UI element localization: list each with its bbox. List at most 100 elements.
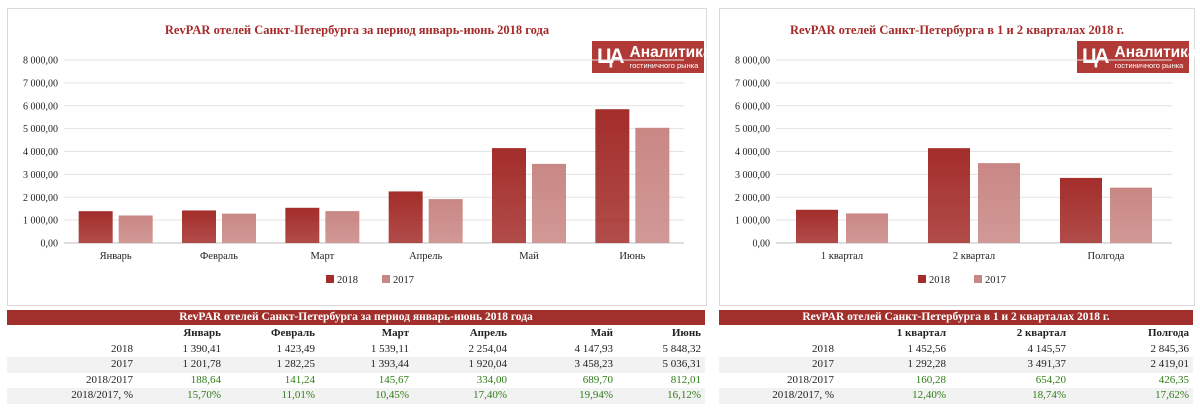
quarterly-revpar-table: 1 квартал 2 квартал Полгода 2018 1 452,56 4 1… <box>719 326 1193 404</box>
table-cell: 2 845,36 <box>1150 342 1190 355</box>
column-header: Январь <box>183 327 221 339</box>
x-tick-label: Июнь <box>619 251 645 262</box>
table-cell: 426,35 <box>1158 373 1189 386</box>
legend-label-2018: 2018 <box>337 275 358 286</box>
y-tick-label: 3 000,00 <box>735 170 770 181</box>
table-cell: 1 423,49 <box>276 342 316 355</box>
table-cell: 689,70 <box>582 373 613 386</box>
chart-title: RevPAR отелей Санкт-Петербурга в 1 и 2 к… <box>789 23 1125 37</box>
chart-title: RevPAR отелей Санкт-Петербурга за период… <box>164 23 550 37</box>
column-header: 2 квартал <box>1016 327 1066 339</box>
x-tick-label: Май <box>519 251 539 262</box>
bar-2018-2 <box>285 207 320 243</box>
table-cell: 15,70% <box>137 388 225 404</box>
table-header-row: Январь Февраль Март Апрель Май Июнь <box>7 326 705 342</box>
table-cell: 654,20 <box>1035 373 1066 386</box>
legend-swatch-2018 <box>326 275 334 283</box>
bar-2018-2 <box>1060 177 1102 243</box>
table-row: 2018/2017 160,28 654,20 426,35 <box>719 373 1193 389</box>
monthly-revpar-table: Январь Февраль Март Апрель Май Июнь 2018 1 390,… <box>7 326 705 404</box>
y-tick-label: 4 000,00 <box>23 147 58 158</box>
x-tick-label: Апрель <box>409 251 442 262</box>
table-cell: 145,67 <box>378 373 409 386</box>
table-cell: 1 390,41 <box>182 342 222 355</box>
table-cell: 11,01% <box>225 388 319 404</box>
table-cell: 1 282,25 <box>225 357 319 373</box>
y-tick-label: 2 000,00 <box>23 193 58 204</box>
bar-2018-1 <box>182 210 216 243</box>
logo-subtitle: гостиничного рынка <box>1114 60 1184 70</box>
legend-label-2018: 2018 <box>929 275 950 286</box>
table-cell: 812,01 <box>670 373 701 386</box>
column-header: 1 квартал <box>896 327 946 339</box>
header-corner <box>7 326 137 342</box>
table-cell: 141,24 <box>284 373 315 386</box>
legend-swatch-2017 <box>382 275 390 283</box>
x-tick-label: Март <box>310 251 334 262</box>
row-label: 2018 <box>111 342 133 355</box>
y-tick-label: 2 000,00 <box>735 193 770 204</box>
column-header: Июнь <box>671 327 701 339</box>
table-cell: 334,00 <box>476 373 507 386</box>
column-header: Март <box>381 327 409 339</box>
bar-2017-3 <box>428 199 463 243</box>
logo-name: Аналитика <box>629 44 712 61</box>
table-cell: 1 393,44 <box>319 357 413 373</box>
bar-2017-5 <box>635 127 670 243</box>
y-tick-label: 0,00 <box>41 239 59 250</box>
row-label: 2017 <box>7 357 137 373</box>
row-label: 2018/2017 <box>786 373 834 386</box>
bar-2017-1 <box>222 213 256 243</box>
row-label: 2018/2017, % <box>7 388 137 404</box>
table-cell: 3 491,37 <box>950 357 1070 373</box>
y-tick-label: 0,00 <box>753 239 771 250</box>
bar-2018-5 <box>595 109 630 243</box>
table-cell: 1 292,28 <box>838 357 950 373</box>
table-header-row: 1 квартал 2 квартал Полгода <box>719 326 1193 342</box>
y-tick-label: 8 000,00 <box>735 56 770 67</box>
table-cell: 5 848,32 <box>662 342 702 355</box>
table-cell: 1 920,04 <box>413 357 511 373</box>
bar-2018-4 <box>492 148 526 243</box>
bar-2017-1 <box>978 163 1020 243</box>
bar-2017-2 <box>1110 187 1152 243</box>
logo-mark: ЦА <box>597 45 624 68</box>
table-row: 2018 1 452,56 4 145,57 2 845,36 <box>719 342 1193 358</box>
table-cell: 17,62% <box>1070 388 1193 404</box>
y-tick-label: 1 000,00 <box>735 216 770 227</box>
table-row: 2018/2017 188,64 141,24 145,67 334,00 689,70 8… <box>7 373 705 389</box>
y-tick-label: 1 000,00 <box>23 216 58 227</box>
legend-swatch-2017 <box>974 275 982 283</box>
analytics-logo: ЦА Аналитика гостиничного рынка <box>1077 41 1197 73</box>
table-row: 2018/2017, % 15,70% 11,01% 10,45% 17,40% 19,9… <box>7 388 705 404</box>
bar-2018-3 <box>388 191 423 243</box>
quarterly-revpar-chart: 0,00 1 000,00 2 000,00 3 000,00 4 000,00 5 00… <box>735 56 1172 286</box>
row-label: 2018/2017, % <box>719 388 838 404</box>
y-tick-label: 5 000,00 <box>23 124 58 135</box>
table-row: 2017 1 292,28 3 491,37 2 419,01 <box>719 357 1193 373</box>
table-row: 2018/2017, % 12,40% 18,74% 17,62% <box>719 388 1193 404</box>
logo-name: Аналитика <box>1114 44 1197 61</box>
x-tick-label: Январь <box>100 251 132 262</box>
table-cell: 1 201,78 <box>137 357 225 373</box>
row-label: 2018/2017 <box>85 373 133 386</box>
logo-subtitle: гостиничного рынка <box>629 60 699 70</box>
x-tick-label: Полгода <box>1088 251 1125 262</box>
x-tick-label: 1 квартал <box>821 251 863 262</box>
table-cell: 18,74% <box>950 388 1070 404</box>
monthly-revpar-chart: 0,00 1 000,00 2 000,00 3 000,00 4 000,00 5 00… <box>23 56 684 286</box>
x-tick-label: Февраль <box>200 251 238 262</box>
bar-2018-1 <box>928 148 970 243</box>
table-cell: 10,45% <box>319 388 413 404</box>
y-tick-label: 5 000,00 <box>735 124 770 135</box>
table-cell: 19,94% <box>511 388 617 404</box>
table-cell: 2 254,04 <box>468 342 508 355</box>
column-header: Полгода <box>1147 327 1189 339</box>
legend-label-2017: 2017 <box>393 275 414 286</box>
y-tick-label: 8 000,00 <box>23 56 58 67</box>
y-tick-label: 7 000,00 <box>23 78 58 89</box>
bar-2017-0 <box>846 213 888 243</box>
y-tick-label: 7 000,00 <box>735 78 770 89</box>
y-tick-label: 6 000,00 <box>23 101 58 112</box>
header-corner <box>719 326 838 342</box>
